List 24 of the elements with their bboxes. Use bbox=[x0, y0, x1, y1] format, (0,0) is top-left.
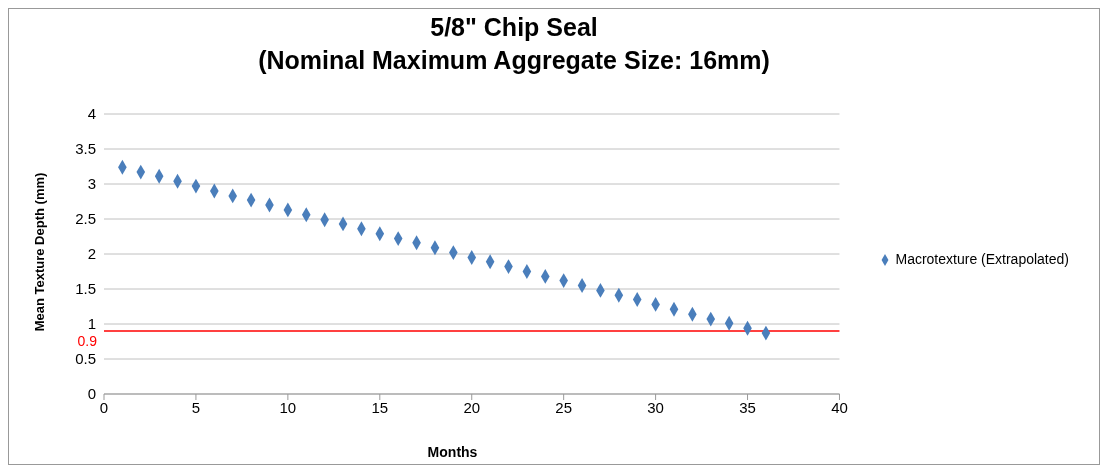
x-tick-label: 30 bbox=[647, 398, 664, 416]
x-tick-label: 5 bbox=[191, 398, 201, 416]
y-tick-label: 0 bbox=[87, 385, 96, 403]
chart-subtitle: (Nominal Maximum Aggregate Size: 16mm) bbox=[257, 45, 771, 76]
x-axis-title: Months bbox=[426, 444, 479, 460]
y-tick-label: 1 bbox=[87, 315, 96, 333]
x-tick-label: 15 bbox=[371, 398, 389, 416]
y-tick-label: 2 bbox=[87, 245, 96, 263]
y-tick-label: 3 bbox=[87, 175, 96, 193]
y-tick-label: 3.5 bbox=[75, 140, 96, 158]
x-tick-label: 25 bbox=[555, 398, 573, 416]
x-tick-label: 20 bbox=[463, 398, 481, 416]
y-tick-label: 2.5 bbox=[75, 210, 96, 228]
y-tick-label: 0.5 bbox=[75, 350, 96, 368]
x-tick-label: 35 bbox=[739, 398, 756, 416]
x-tick-label: 0 bbox=[99, 398, 109, 416]
y-axis-title: Mean Texture Depth (mm) bbox=[31, 172, 47, 332]
x-tick-label: 10 bbox=[279, 398, 297, 416]
ref-line-label: 0.9 bbox=[77, 333, 98, 349]
x-tick-label: 40 bbox=[831, 398, 848, 416]
chart-title: 5/8" Chip Seal bbox=[429, 12, 599, 43]
y-tick-label: 1.5 bbox=[75, 280, 96, 298]
legend-label: Macrotexture (Extrapolated) bbox=[895, 251, 1069, 267]
y-tick-label: 4 bbox=[87, 105, 96, 123]
